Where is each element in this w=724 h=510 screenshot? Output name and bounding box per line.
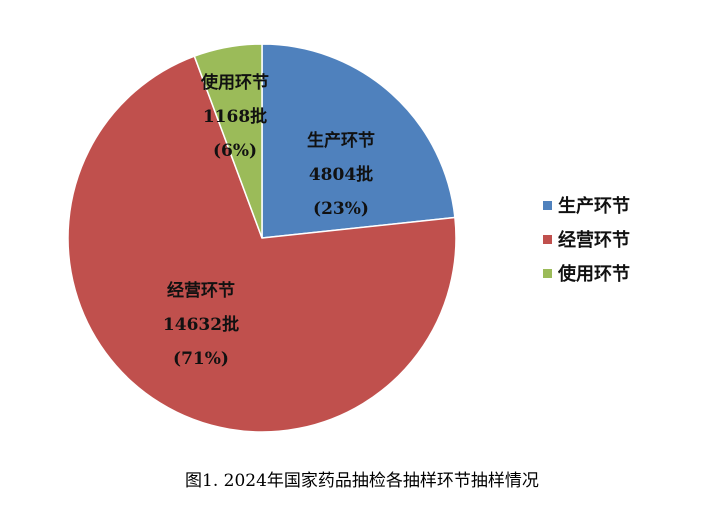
data-label-production: 生产环节 4804批 (23%) (307, 124, 375, 226)
label-percent: (6%) (212, 141, 258, 161)
legend: 生产环节 经营环节 使用环节 (543, 188, 630, 290)
legend-label: 使用环节 (558, 264, 630, 285)
label-value: 4804批 (308, 165, 374, 185)
pie-slice-1 (67, 55, 457, 433)
legend-swatch (543, 268, 552, 278)
legend-item: 使用环节 (543, 256, 630, 290)
label-value: 1168批 (202, 107, 268, 127)
pie-slice-0 (261, 43, 456, 239)
label-name: 使用环节 (201, 73, 269, 93)
legend-item: 经营环节 (543, 222, 630, 256)
data-label-distribution: 经营环节 14632批 (71%) (163, 274, 239, 376)
pie-slice-2 (193, 43, 263, 239)
legend-label: 生产环节 (558, 196, 630, 217)
label-percent: (23%) (313, 199, 369, 219)
label-value: 14632批 (162, 315, 240, 335)
legend-swatch (543, 200, 552, 210)
label-name: 经营环节 (167, 281, 235, 301)
label-percent: (71%) (173, 349, 229, 369)
legend-label: 经营环节 (558, 230, 630, 251)
figure-caption: 图1. 2024年国家药品抽检各抽样环节抽样情况 (185, 471, 539, 491)
legend-item: 生产环节 (543, 188, 630, 222)
legend-swatch (543, 234, 552, 244)
data-label-usage: 使用环节 1168批 (6%) (201, 66, 269, 168)
label-name: 生产环节 (307, 131, 375, 151)
